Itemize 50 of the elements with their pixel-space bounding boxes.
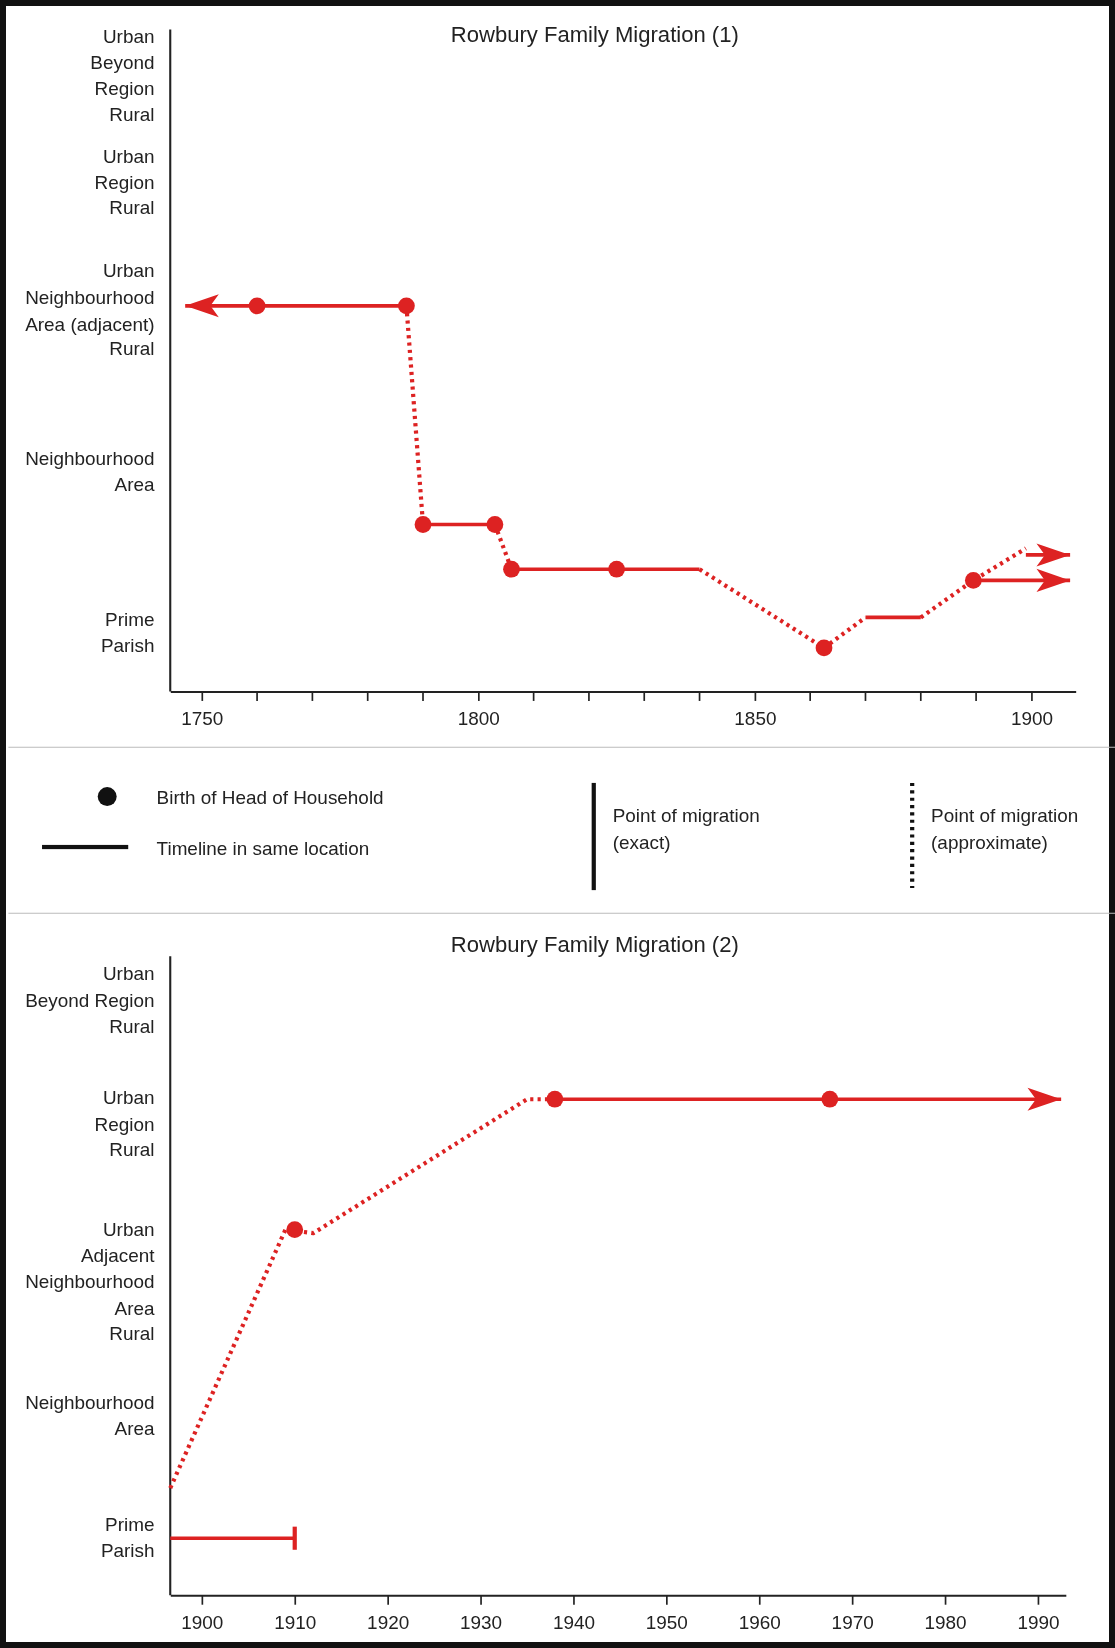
text: Region <box>94 172 155 194</box>
point <box>414 516 432 533</box>
text: Urban <box>102 145 155 167</box>
point <box>248 297 266 315</box>
chart-title: Rowbury Family Migration (2) <box>450 932 739 958</box>
text: Adjacent Neighbourhood Area <box>25 1245 156 1319</box>
text: Neighbourhood Area (adjacent) <box>25 287 155 335</box>
text: Point of migration (exact) <box>612 805 760 853</box>
x-tick-label: 1900 <box>181 1611 224 1633</box>
text: Urban <box>102 1087 155 1109</box>
text: Neighbourhood Area <box>25 448 155 496</box>
text: Urban <box>102 260 155 282</box>
x-tick-label: 1980 <box>924 1611 967 1633</box>
text: Timeline in same location <box>156 838 370 860</box>
text: Rural <box>109 1322 155 1344</box>
text: Birth of Head of Household <box>156 786 384 808</box>
text: Rural <box>109 1016 155 1038</box>
point <box>503 560 520 578</box>
x-tick-label: 1920 <box>367 1611 410 1633</box>
x-tick-label: 1910 <box>274 1611 317 1633</box>
text: Prime Parish <box>100 608 155 657</box>
point <box>608 560 625 578</box>
text: Urban <box>102 1218 155 1240</box>
text: Beyond Region <box>25 989 155 1011</box>
x-tick-label: 1940 <box>552 1611 595 1633</box>
text: Prime Parish <box>100 1513 155 1561</box>
x-tick-label: 1970 <box>831 1611 874 1633</box>
text: Urban <box>102 963 155 985</box>
text: Urban <box>102 26 155 48</box>
text: Rural <box>109 1138 155 1160</box>
text: Point of migration (approximate) <box>931 805 1079 853</box>
text: Beyond Region <box>90 51 155 100</box>
point <box>815 639 833 657</box>
x-tick-label: 1960 <box>738 1611 781 1633</box>
x-tick-label: 1900 <box>1010 707 1053 729</box>
text: Rural <box>109 197 155 219</box>
text: Region <box>94 1113 155 1135</box>
point <box>964 572 982 589</box>
x-tick-label: 1950 <box>645 1611 688 1633</box>
chart-title: Rowbury Family Migration (1) <box>450 22 739 48</box>
point <box>398 297 415 315</box>
text: Rural <box>109 338 155 360</box>
x-tick-label: 1930 <box>460 1611 503 1633</box>
text: Neighbourhood Area <box>25 1391 155 1439</box>
point <box>486 516 504 533</box>
x-tick-label: 1850 <box>734 707 777 729</box>
text: Rural <box>109 103 155 125</box>
x-tick-label: 1990 <box>1017 1611 1060 1633</box>
x-tick-label: 1750 <box>181 707 224 729</box>
x-tick-label: 1800 <box>457 707 500 729</box>
